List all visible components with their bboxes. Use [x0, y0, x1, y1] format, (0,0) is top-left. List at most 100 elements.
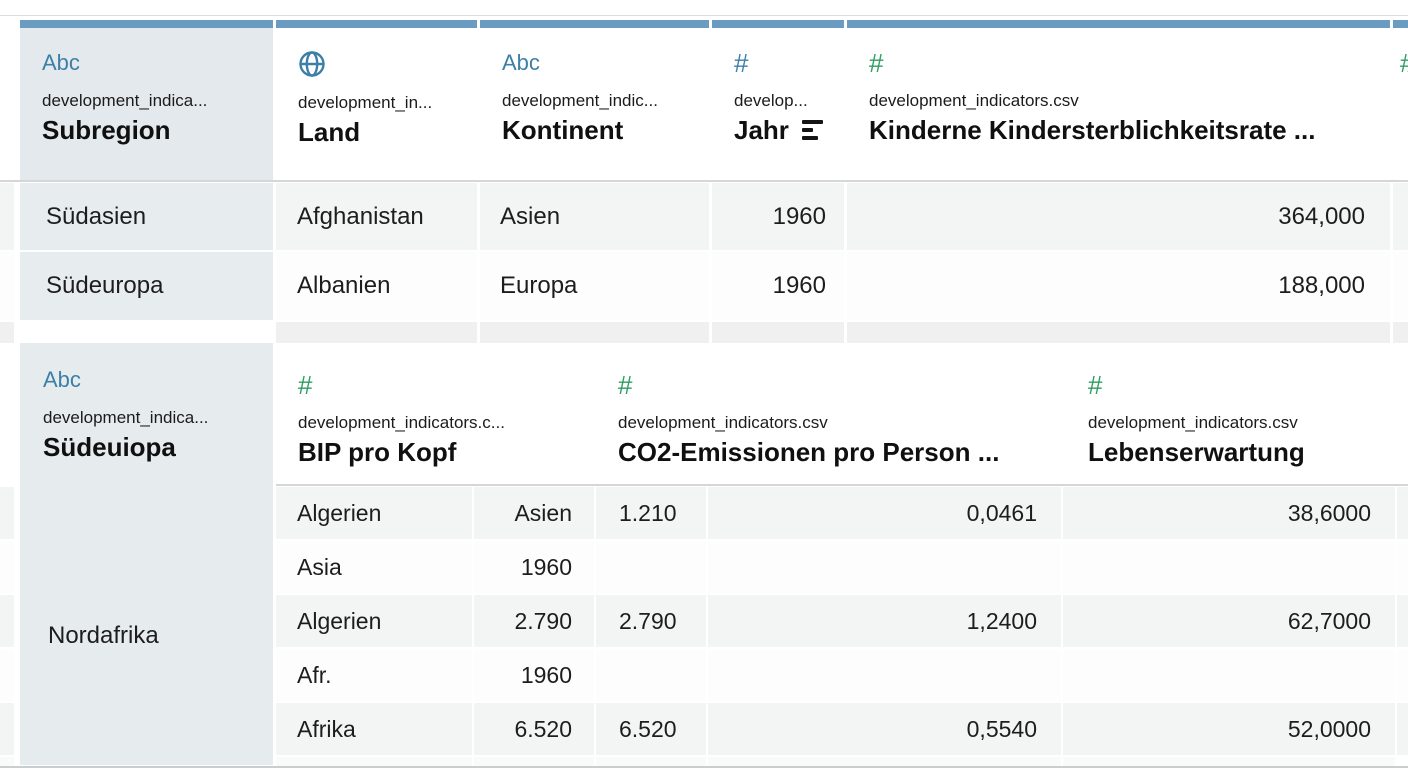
field-source: development_indicators.csv [618, 413, 828, 432]
column-accent-bar [20, 20, 273, 28]
row-stripe [1393, 183, 1408, 250]
cell[interactable]: 1960 [474, 649, 594, 701]
row-stripe [0, 252, 14, 320]
header-bottom-border [0, 180, 1408, 182]
cell[interactable]: 62,7000 [1063, 595, 1395, 647]
column-accent-bar [276, 20, 477, 28]
header-bottom-border [276, 484, 1408, 486]
column-header-kindersterblichkeit[interactable]: # development_indicators.csv Kinderne Ki… [847, 28, 1390, 180]
number-datatype-icon: # [1088, 370, 1103, 400]
cell[interactable] [596, 541, 706, 593]
column-header-kontinent[interactable]: Abc development_indic... Kontinent [480, 28, 709, 180]
field-name: Subregion [42, 115, 171, 145]
row-stripe [276, 322, 477, 343]
sort-icon[interactable] [801, 120, 823, 140]
cell-kontinent[interactable]: Europa [480, 252, 709, 320]
cell[interactable]: 52,0000 [1063, 703, 1395, 755]
cell[interactable]: 6.520 [474, 703, 594, 755]
column-header-clipped[interactable]: # development_indicators.csv development… [1393, 28, 1408, 180]
field-name: Kinderne Kindersterblichkeitsrate ... [869, 115, 1316, 145]
column-header-land[interactable]: development_in... Land [276, 28, 477, 180]
cell[interactable]: 6.520 [596, 703, 706, 755]
field-name: BIP pro Kopf [298, 437, 457, 467]
field-name: Südeuiopa [43, 432, 176, 462]
field-source: development_indicators.csv [1088, 413, 1298, 432]
cell[interactable] [1063, 649, 1395, 701]
row-stripe [712, 322, 844, 343]
row-stripe [0, 757, 14, 766]
cell[interactable]: 2.790 [474, 595, 594, 647]
row-stripe [596, 757, 706, 766]
column-header-suedeuiopa[interactable]: Abc development_indica... Südeuiopa [20, 343, 273, 765]
column-header-bip-pro-kopf[interactable]: # development_indicators.c... BIP pro Ko… [276, 360, 593, 483]
column-header-subregion[interactable]: Abc development_indica... Subregion [20, 28, 273, 180]
cell[interactable]: Algerien [276, 487, 472, 539]
row-stripe [1397, 649, 1408, 701]
cell[interactable]: Algerien [276, 595, 472, 647]
view-bottom-border [0, 766, 1408, 768]
row-stripe [1397, 541, 1408, 593]
cell[interactable]: 0,0461 [708, 487, 1061, 539]
column-header-jahr[interactable]: # develop... Jahr [712, 28, 844, 180]
cell[interactable] [708, 541, 1061, 593]
column-header-lebenserwartung[interactable]: # development_indicators.csv Lebenserwar… [1066, 360, 1395, 483]
row-stripe [0, 541, 14, 593]
row-stripe [1397, 487, 1408, 539]
row-stripe [474, 757, 594, 766]
cell[interactable] [708, 649, 1061, 701]
row-stripe [0, 703, 14, 755]
cell[interactable]: 0,5540 [708, 703, 1061, 755]
cell-subregion[interactable]: Südeuropa [20, 252, 273, 320]
cell[interactable]: Afrika [276, 703, 472, 755]
row-stripe [1393, 252, 1408, 320]
cell-kontinent[interactable]: Asien [480, 183, 709, 250]
cell[interactable]: 1.210 [596, 487, 706, 539]
row-stripe [0, 183, 14, 250]
cell[interactable]: 1960 [474, 541, 594, 593]
cell[interactable] [1063, 541, 1395, 593]
cell-land[interactable]: Afghanistan [276, 183, 477, 250]
column-accent-bar [1393, 20, 1408, 28]
field-name: Jahr [734, 114, 826, 146]
column-accent-bar [847, 20, 1390, 28]
number-datatype-icon: # [618, 370, 633, 400]
cell[interactable]: Asien [474, 487, 594, 539]
number-datatype-icon: # [734, 48, 749, 78]
cell-group-value[interactable]: Nordafrika [48, 622, 159, 649]
cell[interactable]: 1,2400 [708, 595, 1061, 647]
cell-subregion[interactable]: Südasien [20, 183, 273, 250]
row-stripe [0, 322, 14, 343]
table-top-border [0, 15, 1408, 16]
row-stripe [708, 757, 1061, 766]
column-header-co2-emissionen[interactable]: # development_indicators.csv CO2-Emissio… [596, 360, 1062, 483]
field-name: Land [298, 117, 361, 147]
cell[interactable]: Asia [276, 541, 472, 593]
cell-jahr[interactable]: 1960 [712, 252, 844, 320]
cell-jahr[interactable]: 1960 [712, 183, 844, 250]
field-source: develop... [734, 91, 808, 110]
globe-icon [298, 50, 459, 84]
row-stripe [1397, 703, 1408, 755]
cell[interactable]: Afr. [276, 649, 472, 701]
row-stripe [1063, 757, 1395, 766]
row-stripe [1397, 595, 1408, 647]
field-source: development_indicators.c... [298, 413, 505, 432]
cell-value[interactable]: 188,000 [847, 252, 1390, 320]
field-source: development_indica... [42, 91, 208, 110]
cell-land[interactable]: Albanien [276, 252, 477, 320]
row-stripe [276, 757, 472, 766]
row-stripe [0, 487, 14, 539]
row-stripe [1393, 322, 1408, 343]
row-stripe [480, 322, 709, 343]
cell[interactable] [596, 649, 706, 701]
row-stripe [0, 649, 14, 701]
field-source: development_indica... [43, 408, 209, 427]
row-stripe [847, 322, 1390, 343]
cell-value[interactable]: 364,000 [847, 183, 1390, 250]
text-datatype-icon: Abc [502, 50, 540, 75]
row-stripe [0, 595, 14, 647]
field-source: development_indicators.csv [869, 91, 1079, 110]
cell[interactable]: 38,6000 [1063, 487, 1395, 539]
cell[interactable]: 2.790 [596, 595, 706, 647]
field-name: Lebenserwartung [1088, 437, 1305, 467]
